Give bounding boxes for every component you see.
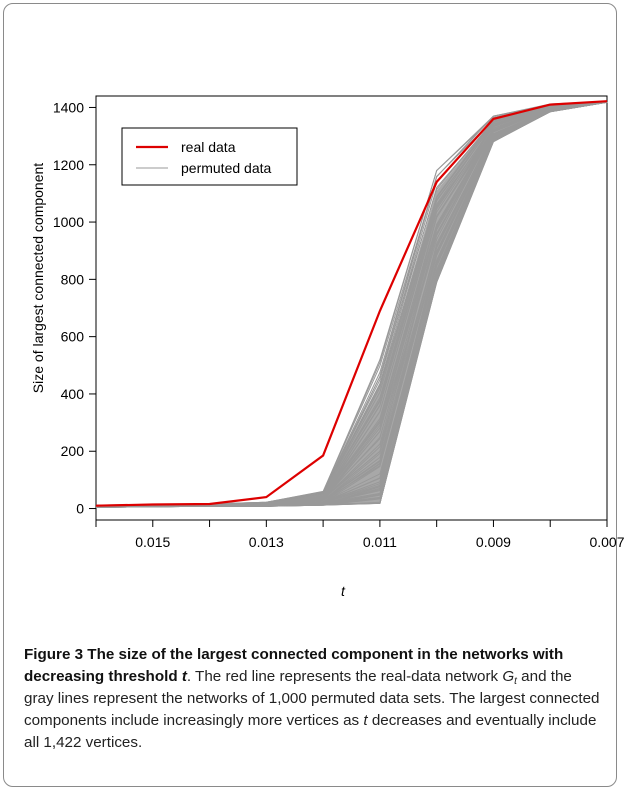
x-tick-label: 0.013 — [249, 534, 284, 550]
caption-heading: Figure 3 The size of the largest connect… — [24, 646, 563, 685]
x-tick-label: 0.015 — [135, 534, 170, 550]
legend-label-permuted: permuted data — [181, 160, 271, 176]
caption-text-1: . The red line represents the real-data … — [186, 668, 503, 685]
legend: real data permuted data — [121, 127, 298, 186]
legend-box — [121, 127, 298, 186]
y-tick-label: 1400 — [53, 99, 84, 115]
caption-gt: Gt — [502, 668, 517, 687]
y-tick-label: 400 — [61, 386, 85, 402]
y-axis: 0 200 400 600 800 1000 1200 1400 — [53, 99, 96, 517]
y-tick-label: 1000 — [53, 214, 84, 230]
figure-caption: Figure 3 The size of the largest connect… — [24, 644, 604, 754]
caption-figure-label: Figure 3 — [24, 646, 84, 663]
plot-area-border — [95, 95, 608, 521]
figure-frame — [3, 3, 617, 787]
y-tick-label: 800 — [61, 271, 85, 287]
caption-title-var: t — [181, 668, 187, 685]
real-data-line — [95, 100, 608, 507]
y-axis-label: Size of largest connected component — [30, 163, 46, 393]
x-tick-label: 0.011 — [363, 534, 397, 550]
x-axis: 0.015 0.013 0.011 0.009 0.007 — [95, 520, 624, 550]
caption-text-3: decreases and eventually include all 1,4… — [24, 712, 597, 751]
y-tick-label: 600 — [61, 329, 85, 345]
x-tick-label: 0.007 — [589, 534, 624, 550]
legend-label-real: real data — [181, 139, 236, 155]
caption-title: The size of the largest connected compon… — [24, 646, 564, 685]
y-tick-label: 200 — [61, 443, 85, 459]
caption-text-2: and the gray lines represent the network… — [24, 668, 600, 729]
y-tick-label: 0 — [76, 501, 84, 517]
x-tick-label: 0.009 — [476, 534, 511, 550]
caption-t-var: t — [363, 712, 368, 729]
x-axis-label: t — [341, 583, 346, 599]
y-tick-label: 1200 — [53, 157, 84, 173]
